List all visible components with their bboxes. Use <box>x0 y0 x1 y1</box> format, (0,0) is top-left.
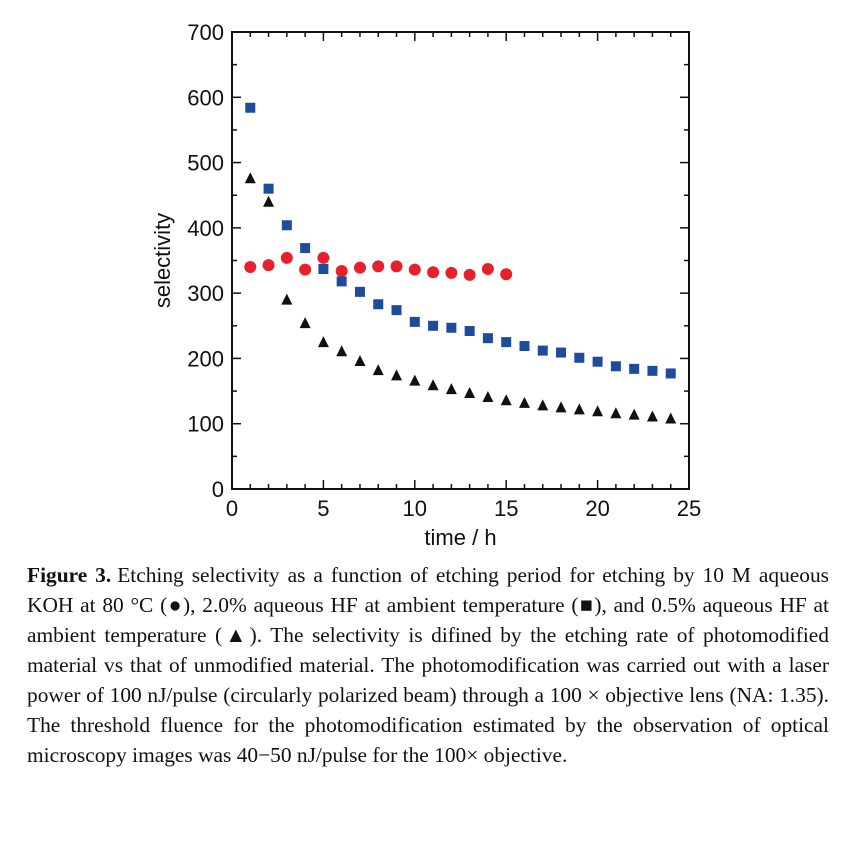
y-tick-label: 100 <box>187 412 224 437</box>
circle-point <box>353 261 366 274</box>
y-tick-label: 400 <box>187 216 224 241</box>
square-point <box>391 305 402 316</box>
square-point <box>281 220 292 231</box>
square-point <box>665 368 676 379</box>
circle-point <box>262 259 275 272</box>
triangle-point <box>573 403 585 415</box>
circle-point <box>244 261 257 274</box>
y-tick-label: 600 <box>187 85 224 110</box>
x-tick-label: 20 <box>585 496 609 521</box>
triangle-point <box>391 369 403 381</box>
x-tick-label: 25 <box>677 496 701 521</box>
square-point <box>336 276 347 287</box>
triangle-point <box>244 172 256 184</box>
triangle-point <box>500 394 512 406</box>
square-point <box>263 183 274 194</box>
circle-point <box>280 251 293 264</box>
triangle-point <box>445 383 457 395</box>
square-point <box>409 316 420 327</box>
circle-point <box>481 262 494 275</box>
triangle-point <box>537 399 549 411</box>
x-tick-label: 0 <box>226 496 238 521</box>
y-tick-label: 0 <box>212 477 224 502</box>
selectivity-chart: 0 5 10 15 20 25 0 100 200 300 400 500 600 700 time / … <box>150 20 701 550</box>
y-tick-label: 500 <box>187 151 224 176</box>
triangle-point <box>336 345 348 357</box>
square-point <box>464 326 475 337</box>
square-point <box>482 333 493 344</box>
square-point <box>610 361 621 372</box>
square-point <box>537 345 548 356</box>
square-point <box>501 337 512 348</box>
y-tick-label: 300 <box>187 281 224 306</box>
x-tick-label: 10 <box>403 496 427 521</box>
circle-point <box>390 260 403 273</box>
circle-point <box>372 260 385 273</box>
caption-label: Figure 3. <box>27 563 112 587</box>
triangle-point <box>628 408 640 420</box>
triangle-point <box>317 336 329 348</box>
triangle-point <box>665 412 677 424</box>
circle-point <box>408 263 421 276</box>
x-tick-label: 5 <box>317 496 329 521</box>
triangle-point <box>482 390 494 402</box>
circle-point <box>445 266 458 279</box>
triangle-point <box>555 401 567 413</box>
triangle-point <box>299 317 311 329</box>
triangle-point <box>372 364 384 376</box>
square-point <box>592 356 603 367</box>
square-point <box>574 352 585 363</box>
triangle-point <box>592 405 604 417</box>
axes: 0 5 10 15 20 25 0 100 200 300 400 500 600 700 <box>187 20 701 521</box>
triangle-point <box>427 379 439 391</box>
y-tick-label: 200 <box>187 346 224 371</box>
square-point <box>556 347 567 358</box>
triangle-point <box>409 374 421 386</box>
square-point <box>318 263 329 274</box>
figure-caption: Figure 3. Etching selectivity as a functi… <box>27 560 829 770</box>
triangle-point <box>518 396 530 408</box>
circle-point <box>317 251 330 264</box>
plot-frame <box>231 31 690 490</box>
circle-point <box>463 268 476 281</box>
circle-point <box>335 264 348 277</box>
circle-point <box>427 266 440 279</box>
square-point <box>300 243 311 254</box>
square-point <box>428 320 439 331</box>
x-tick-label: 15 <box>494 496 518 521</box>
data-points <box>244 102 677 424</box>
square-point <box>373 299 384 310</box>
caption-text: Etching selectivity as a function of etc… <box>27 563 829 767</box>
square-point <box>629 363 640 374</box>
triangle-point <box>263 195 275 207</box>
circle-point <box>500 268 513 281</box>
square-point <box>354 286 365 297</box>
circle-point <box>299 263 312 276</box>
y-tick-label: 700 <box>187 20 224 45</box>
triangle-point <box>281 293 293 305</box>
triangle-point <box>464 387 476 399</box>
square-point <box>446 322 457 333</box>
triangle-point <box>610 407 622 419</box>
triangle-point <box>354 355 366 367</box>
x-axis-label: time / h <box>424 525 496 550</box>
y-axis-label: selectivity <box>150 213 175 308</box>
square-point <box>647 365 658 376</box>
square-point <box>245 102 256 113</box>
square-point <box>519 341 530 352</box>
triangle-point <box>646 410 658 422</box>
